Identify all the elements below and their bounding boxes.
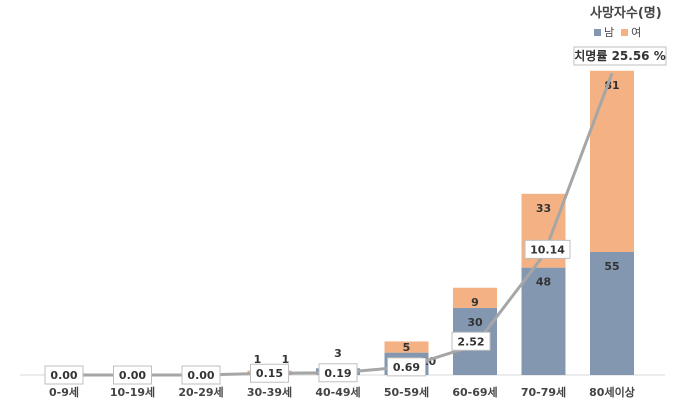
x-tick-label-6: 60-69세 — [452, 385, 497, 399]
rate-label-box-7 — [524, 239, 571, 259]
rate-label-1: 0.00 — [119, 369, 146, 382]
bar-label-female-6: 9 — [471, 296, 479, 309]
rate-label-0: 0.00 — [50, 369, 77, 382]
rate-label-7: 10.14 — [530, 243, 565, 256]
bar-label-male-3: 1 — [282, 353, 290, 366]
bar-label-male-7: 48 — [536, 276, 551, 289]
legend-swatch-female — [621, 28, 629, 36]
bar-label-female-3: 1 — [254, 353, 262, 366]
chart-legend: 남 여 — [594, 24, 641, 40]
rate-label-box-1 — [113, 365, 152, 385]
x-tick-label-4: 40-49세 — [315, 385, 360, 399]
bar-label-female-4: 3 — [334, 347, 342, 360]
x-tick-label-2: 20-29세 — [178, 385, 223, 399]
chart-unit-title: 사망자수(명) — [590, 6, 662, 21]
bar-label-male-8: 55 — [604, 260, 619, 273]
x-tick-label-1: 10-19세 — [110, 385, 155, 399]
rate-label-box-3 — [250, 363, 289, 383]
x-tick-label-7: 70-79세 — [521, 385, 566, 399]
bar-label-female-7: 33 — [536, 202, 551, 215]
legend-label-female: 여 — [631, 26, 642, 39]
x-tick-label-5: 50-59세 — [384, 385, 429, 399]
legend-label-male: 남 — [604, 26, 615, 39]
rate-label-3: 0.15 — [256, 367, 283, 380]
bar-female-8 — [590, 70, 634, 252]
x-tick-label-0: 0-9세 — [49, 385, 79, 399]
rate-label-box-8 — [573, 46, 667, 66]
rate-label-box-4 — [318, 363, 358, 383]
rate-label-box-2 — [181, 365, 221, 385]
bar-label-female-5: 5 — [403, 341, 411, 354]
rate-label-8: 치명률 25.56 % — [574, 48, 665, 63]
x-tick-label-8: 80세이상 — [589, 385, 635, 399]
bar-male-8 — [590, 251, 634, 375]
rate-label-4: 0.19 — [324, 367, 351, 380]
bar-female-6 — [453, 287, 497, 308]
rate-label-box-6 — [451, 331, 491, 351]
rate-label-5: 0.69 — [393, 361, 420, 374]
bar-male-7 — [521, 267, 566, 375]
x-tick-label-3: 30-39세 — [247, 385, 292, 399]
bar-label-male-6: 30 — [467, 316, 483, 329]
bar-female-5 — [384, 341, 429, 353]
rate-label-6: 2.52 — [457, 335, 484, 348]
rate-label-box-5 — [387, 357, 426, 377]
rate-label-box-0 — [44, 365, 84, 385]
rate-label-2: 0.00 — [187, 369, 214, 382]
legend-swatch-male — [594, 28, 601, 36]
